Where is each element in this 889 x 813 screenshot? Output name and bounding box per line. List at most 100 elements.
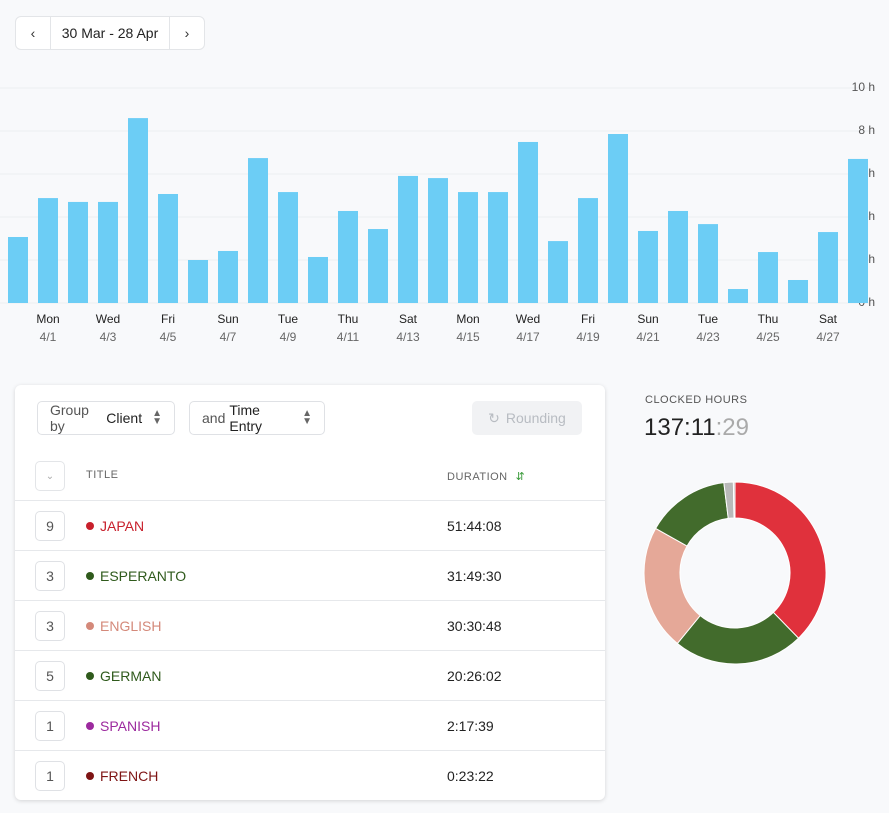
prev-button[interactable]: ‹: [30, 25, 36, 41]
x-tick-label: Fri: [581, 312, 595, 326]
donut-slice: [732, 481, 736, 519]
entry-count: 5: [35, 661, 65, 691]
y-tick-label: 10 h: [852, 80, 875, 94]
clocked-total: 137:11:29: [644, 414, 749, 442]
x-tick-label: Fri: [161, 312, 175, 326]
row-duration: 31:49:30: [447, 568, 502, 584]
x-tick-label: Sat: [399, 312, 418, 326]
x-tick-date: 4/19: [576, 330, 600, 344]
table-row[interactable]: 9 JAPAN 51:44:08: [15, 500, 605, 550]
bar: [488, 192, 508, 303]
color-dot: [86, 572, 94, 580]
row-title: FRENCH: [100, 768, 159, 784]
table-row[interactable]: 1 SPANISH 2:17:39: [15, 700, 605, 750]
select-all-checkbox[interactable]: ⌄: [35, 461, 65, 491]
color-dot: [86, 672, 94, 680]
donut-slice: [734, 481, 827, 639]
bar: [788, 279, 808, 303]
bar: [218, 250, 238, 303]
table-row[interactable]: 3 ESPERANTO 31:49:30: [15, 550, 605, 600]
x-tick-label: Thu: [758, 312, 779, 326]
x-tick-date: 4/13: [396, 330, 420, 344]
x-tick-label: Wed: [96, 312, 120, 326]
next-button[interactable]: ›: [184, 25, 190, 41]
row-duration: 2:17:39: [447, 718, 494, 734]
clocked-main: 137:11: [644, 414, 716, 441]
group-prefix: Group by: [50, 402, 89, 434]
table-row[interactable]: 5 GERMAN 20:26:02: [15, 650, 605, 700]
x-tick-date: 4/15: [456, 330, 480, 344]
clocked-label: CLOCKED HOURS: [645, 394, 748, 406]
bar: [188, 260, 208, 303]
table-row[interactable]: 1 FRENCH 0:23:22: [15, 750, 605, 800]
y-tick-label: 8 h: [858, 123, 875, 137]
bar: [248, 158, 268, 303]
bar: [8, 236, 28, 303]
x-tick-date: 4/21: [636, 330, 660, 344]
bar: [638, 230, 658, 303]
entry-count: 3: [35, 561, 65, 591]
bar: [698, 224, 718, 303]
x-tick-date: 4/7: [220, 330, 237, 344]
x-tick-label: Sat: [819, 312, 838, 326]
x-tick-date: 4/11: [337, 330, 360, 344]
bar: [158, 193, 178, 303]
color-dot: [86, 522, 94, 530]
bar: [308, 256, 328, 303]
date-range-picker: ‹ 30 Mar - 28 Apr ›: [15, 16, 205, 50]
entry-count: 1: [35, 711, 65, 741]
row-duration: 0:23:22: [447, 768, 494, 784]
donut-chart: [643, 481, 827, 665]
group-select[interactable]: Group by Client ▲ ▼: [37, 401, 175, 435]
clocked-seconds: :29: [715, 414, 749, 441]
bar: [608, 134, 628, 303]
x-tick-date: 4/25: [756, 330, 780, 344]
bar: [578, 198, 598, 303]
bar: [668, 210, 688, 303]
rounding-button[interactable]: ↻ Rounding: [472, 401, 582, 435]
x-tick-label: Mon: [36, 312, 59, 326]
color-dot: [86, 772, 94, 780]
duration-header[interactable]: DURATION ⇵: [447, 471, 526, 483]
bar: [368, 229, 388, 303]
and-prefix: and: [202, 410, 226, 426]
and-select[interactable]: and Time Entry ▲ ▼: [189, 401, 325, 435]
title-header: TITLE: [86, 469, 119, 481]
bar: [38, 198, 58, 303]
group-value: Client: [106, 410, 143, 426]
bar-chart: 0 h2 h4 h6 h8 h10 hMon4/1Wed4/3Fri4/5Sun…: [0, 80, 875, 344]
x-tick-date: 4/3: [100, 330, 117, 344]
bar: [68, 201, 88, 303]
row-title: ESPERANTO: [100, 568, 187, 584]
table-row[interactable]: 3 ENGLISH 30:30:48: [15, 600, 605, 650]
x-tick-label: Thu: [338, 312, 359, 326]
bar: [728, 289, 748, 303]
bar: [848, 158, 868, 303]
x-tick-label: Wed: [516, 312, 540, 326]
donut-slice: [643, 527, 701, 645]
bar: [818, 232, 838, 303]
bar: [398, 175, 418, 303]
bar: [518, 141, 538, 303]
row-title: SPANISH: [100, 718, 161, 734]
x-tick-date: 4/27: [816, 330, 840, 344]
row-title: GERMAN: [100, 668, 162, 684]
x-tick-label: Tue: [278, 312, 299, 326]
entry-count: 9: [35, 511, 65, 541]
duration-header-label: DURATION: [447, 471, 508, 483]
color-dot: [86, 722, 94, 730]
bar: [428, 178, 448, 303]
bar: [758, 252, 778, 303]
row-title: JAPAN: [100, 518, 145, 534]
x-tick-label: Mon: [456, 312, 479, 326]
entry-count: 1: [35, 761, 65, 791]
row-title: ENGLISH: [100, 618, 162, 634]
bar: [98, 201, 118, 303]
and-value: Time Entry: [229, 402, 263, 434]
x-tick-date: 4/23: [696, 330, 720, 344]
x-tick-date: 4/9: [280, 330, 297, 344]
x-tick-label: Sun: [217, 312, 238, 326]
row-duration: 30:30:48: [447, 618, 502, 634]
x-tick-date: 4/1: [40, 330, 57, 344]
